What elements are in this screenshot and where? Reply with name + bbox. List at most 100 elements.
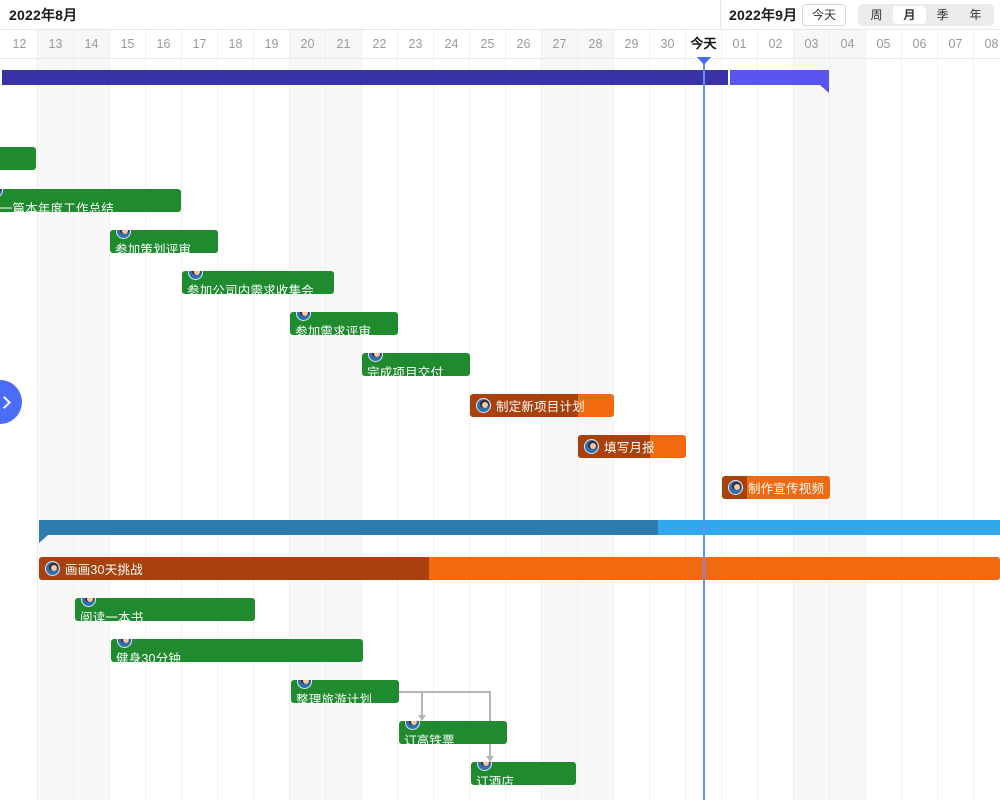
- timescale-option-2[interactable]: 季: [936, 8, 949, 22]
- timescale-option-0[interactable]: 周: [870, 8, 883, 22]
- day-header-cell[interactable]: 01: [722, 30, 758, 58]
- grid-column: [794, 59, 830, 800]
- task-clipped-top[interactable]: [0, 147, 36, 170]
- day-header-cell[interactable]: 30: [650, 30, 686, 58]
- assignee-avatar-icon: [81, 598, 96, 607]
- day-header-cell[interactable]: 20: [290, 30, 326, 58]
- day-header-cell[interactable]: 06: [902, 30, 938, 58]
- month-header-bar: 2022年8月 2022年9月 今天 周月季 年: [0, 0, 1000, 30]
- task-requirement-review[interactable]: 参加需求评审: [290, 312, 398, 335]
- day-header-cell[interactable]: 03: [794, 30, 830, 58]
- day-header-row: 12 13 14 15 16 17 18 19 20 21 22 23 24 25 26 27 28 29 30 今天…: [0, 30, 1000, 59]
- task-bar-content: 订高铁票: [399, 721, 455, 744]
- today-marker-line: [703, 59, 705, 800]
- assignee-avatar-icon: [728, 480, 743, 495]
- day-header-cell[interactable]: 28: [578, 30, 614, 58]
- day-header-cell[interactable]: 22: [362, 30, 398, 58]
- grid-column: [2, 59, 38, 800]
- task-bar-content: 阅读一本书: [75, 598, 144, 621]
- day-header-cell[interactable]: 04: [830, 30, 866, 58]
- task-bar-label: 订高铁票: [404, 734, 455, 744]
- grid-column: [434, 59, 470, 800]
- grid-column: [74, 59, 110, 800]
- grid-column: [362, 59, 398, 800]
- day-header-cell[interactable]: 02: [758, 30, 794, 58]
- project-summary-bottom[interactable]: [0, 520, 1000, 543]
- task-promo-video[interactable]: 制作宣传视频: [722, 476, 830, 499]
- today-marker-triangle: [697, 57, 711, 65]
- task-bar-content: 填写月报: [578, 437, 655, 456]
- task-bar-content: 写一篇本年度工作总结: [0, 189, 114, 212]
- grid-column: [398, 59, 434, 800]
- assignee-avatar-icon: [45, 561, 60, 576]
- grid-column: [722, 59, 758, 800]
- grid-column: [578, 59, 614, 800]
- assignee-avatar-icon: [477, 762, 492, 771]
- task-book-train-ticket[interactable]: 订高铁票: [399, 721, 507, 744]
- task-planning-review[interactable]: 参加策划评审: [110, 230, 218, 253]
- task-book-hotel[interactable]: 订酒店: [471, 762, 576, 785]
- task-fitness-30min[interactable]: 健身30分钟: [111, 639, 363, 662]
- project-summary-top[interactable]: [0, 70, 1000, 93]
- day-header-cell[interactable]: 19: [254, 30, 290, 58]
- assignee-avatar-icon: [584, 439, 599, 454]
- day-header-cell[interactable]: 24: [434, 30, 470, 58]
- dep-travel-to-hotel-h: [399, 691, 489, 693]
- task-bar-label: 制作宣传视频: [748, 482, 825, 496]
- task-drawing-challenge[interactable]: 画画30天挑战: [39, 557, 1000, 580]
- task-bar-content: 整理旅游计划: [291, 680, 372, 703]
- sidebar-expander[interactable]: [0, 380, 22, 424]
- timescale-segmented-control[interactable]: 周月季 年: [858, 4, 994, 26]
- today-button[interactable]: 今天: [801, 4, 846, 26]
- grid-column: [146, 59, 182, 800]
- grid-column: [218, 59, 254, 800]
- assignee-avatar-icon: [297, 680, 312, 689]
- day-header-cell[interactable]: 21: [326, 30, 362, 58]
- day-header-cell[interactable]: 29: [614, 30, 650, 58]
- summary-tail-left: [39, 535, 48, 543]
- task-bar-label: 画画30天挑战: [65, 563, 143, 577]
- assignee-avatar-icon: [117, 639, 132, 648]
- day-header-cell[interactable]: 16: [146, 30, 182, 58]
- task-travel-plan[interactable]: 整理旅游计划: [291, 680, 399, 703]
- task-bar-content: 制作宣传视频: [722, 478, 824, 497]
- task-annual-summary[interactable]: 写一篇本年度工作总结: [0, 189, 181, 212]
- timescale-option-1[interactable]: 月: [893, 6, 926, 24]
- task-new-project-plan[interactable]: 制定新项目计划: [470, 394, 614, 417]
- day-header-cell[interactable]: 26: [506, 30, 542, 58]
- day-header-cell[interactable]: 17: [182, 30, 218, 58]
- assignee-avatar-icon: [405, 721, 420, 730]
- day-header-cell[interactable]: 12: [2, 30, 38, 58]
- day-header-cell[interactable]: 07: [938, 30, 974, 58]
- day-header-cell[interactable]: 今天: [686, 30, 722, 58]
- task-bar-label: 填写月报: [604, 441, 655, 455]
- day-header-cell[interactable]: 23: [398, 30, 434, 58]
- task-bar-content: 参加策划评审: [110, 230, 191, 253]
- summary-remaining-segment: [730, 70, 829, 85]
- day-header-cell[interactable]: 08: [974, 30, 1000, 58]
- task-requirement-collection[interactable]: 参加公司内需求收集会: [182, 271, 334, 294]
- task-bar-label: 参加策划评审: [115, 243, 192, 253]
- bars-layer: 写一篇本年度工作总结参加策划评审参加公司内需求收集会参加需求评审完成项目交付制定…: [0, 59, 1000, 800]
- day-header-cell[interactable]: 05: [866, 30, 902, 58]
- month-divider: [720, 0, 721, 30]
- day-header-cell[interactable]: 14: [74, 30, 110, 58]
- task-project-delivery[interactable]: 完成项目交付: [362, 353, 470, 376]
- task-bar-content: 健身30分钟: [111, 639, 181, 662]
- task-read-a-book[interactable]: 阅读一本书: [75, 598, 255, 621]
- task-bar-label: 完成项目交付: [367, 366, 444, 376]
- summary-tail-right: [820, 85, 829, 93]
- dep-travel-to-hotel-arrow: [485, 756, 494, 762]
- task-monthly-report[interactable]: 填写月报: [578, 435, 686, 458]
- day-header-cell[interactable]: 15: [110, 30, 146, 58]
- day-header-cell[interactable]: 13: [38, 30, 74, 58]
- task-bar-label: 订酒店: [476, 775, 515, 785]
- summary-remaining-segment: [658, 520, 1000, 535]
- day-header-cell[interactable]: 18: [218, 30, 254, 58]
- grid-column: [470, 59, 506, 800]
- day-header-cell[interactable]: 27: [542, 30, 578, 58]
- day-header-cell[interactable]: 25: [470, 30, 506, 58]
- grid-column: [38, 59, 74, 800]
- timescale-option-3[interactable]: 年: [969, 8, 982, 22]
